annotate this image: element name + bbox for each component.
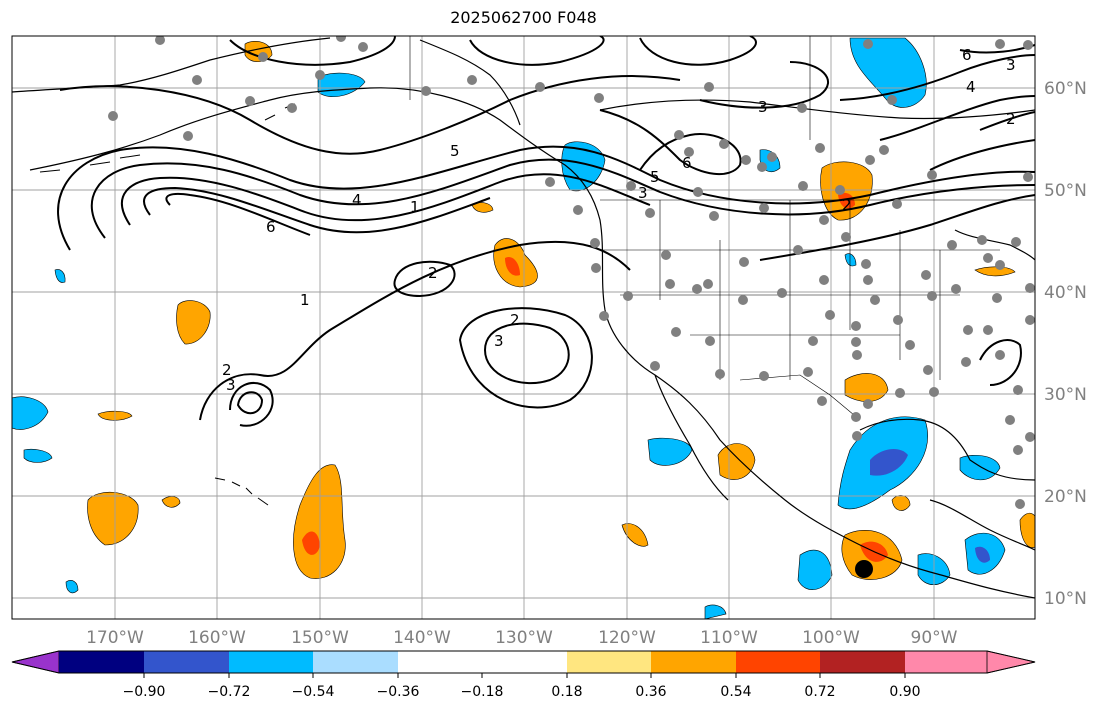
contour-label: 4 [966,78,976,96]
lat-label: 20°N [1044,487,1087,507]
contour-labels: 6 5 4 1 1 2 2 3 2 3 5 6 3 3 6 4 2 3 2 [222,46,1016,394]
lat-label: 60°N [1044,79,1087,99]
map-border [11,35,1036,620]
contour-label: 3 [1006,56,1016,74]
colorbar-segment [820,651,905,673]
colorbar-segment [905,651,987,673]
lon-label: 160°W [188,628,246,648]
colorbar-tick-label: 0.36 [635,684,666,700]
contour-label: 3 [494,332,504,350]
colorbar-outline [11,650,1036,674]
contour-label: 2 [510,311,520,329]
colorbar-segment [11,650,60,674]
map-panel [12,36,1035,619]
contour-label: 3 [638,184,648,202]
coastlines [12,37,1035,599]
contour-label: 1 [410,198,420,216]
colorbar-tick-label: −0.36 [377,684,420,700]
colorbar-segment [651,651,736,673]
shaded-strong-negative [870,448,990,563]
colorbar-segment [313,651,398,673]
lon-label: 170°W [86,628,144,648]
lon-label: 110°W [700,628,758,648]
contour-label: 2 [428,264,438,282]
latitude-labels: 60°N 50°N 40°N 30°N 20°N 10°N [1044,79,1087,609]
colorbar-tick-label: 0.54 [720,684,751,700]
colorbar-segment [229,651,313,673]
colorbar-segment [736,651,820,673]
contour-lines [57,36,1035,427]
colorbar-tick-label: 0.72 [804,684,835,700]
colorbar-segment [482,651,567,673]
colorbar-tick-label: −0.18 [461,684,504,700]
colorbar-tick-label: −0.72 [208,684,251,700]
colorbar: −0.90 −0.72 −0.54 −0.36 −0.18 0.18 0.36 … [11,650,1036,700]
longitude-labels: 170°W 160°W 150°W 140°W 130°W 120°W 110°… [86,628,958,648]
graticule [12,36,1035,619]
lon-label: 90°W [911,628,958,648]
contour-label: 6 [962,46,972,64]
shaded-positive-areas [87,41,1035,580]
colorbar-tick-label: −0.90 [123,684,166,700]
colorbar-segment [144,651,229,673]
lon-label: 100°W [802,628,860,648]
map-title: 2025062700 F048 [450,8,597,27]
lon-label: 130°W [495,628,553,648]
storm-center-marker [855,560,873,578]
contour-label: 6 [266,218,276,236]
contour-label: 6 [682,154,692,172]
contour-label: 2 [1006,110,1016,128]
lon-label: 150°W [291,628,349,648]
colorbar-segment [59,651,144,673]
contour-label: 2 [222,361,232,379]
colorbar-segment [986,650,1036,674]
colorbar-segment [567,651,651,673]
contour-label: 5 [650,168,660,186]
contour-label: 4 [352,191,362,209]
lat-label: 10°N [1044,589,1087,609]
lat-label: 40°N [1044,283,1087,303]
colorbar-segment [398,651,482,673]
lon-label: 140°W [393,628,451,648]
station-dots [108,36,1035,509]
contour-label: 1 [300,291,310,309]
contour-label: 2 [842,196,852,214]
contour-label: 3 [226,376,236,394]
colorbar-tick-label: −0.54 [292,684,335,700]
lon-label: 120°W [598,628,656,648]
lat-label: 50°N [1044,181,1087,201]
colorbar-tick-label: 0.18 [551,684,582,700]
lat-label: 30°N [1044,385,1087,405]
colorbar-tick-label: 0.90 [889,684,920,700]
contour-label: 3 [758,98,768,116]
contour-label: 5 [450,142,460,160]
